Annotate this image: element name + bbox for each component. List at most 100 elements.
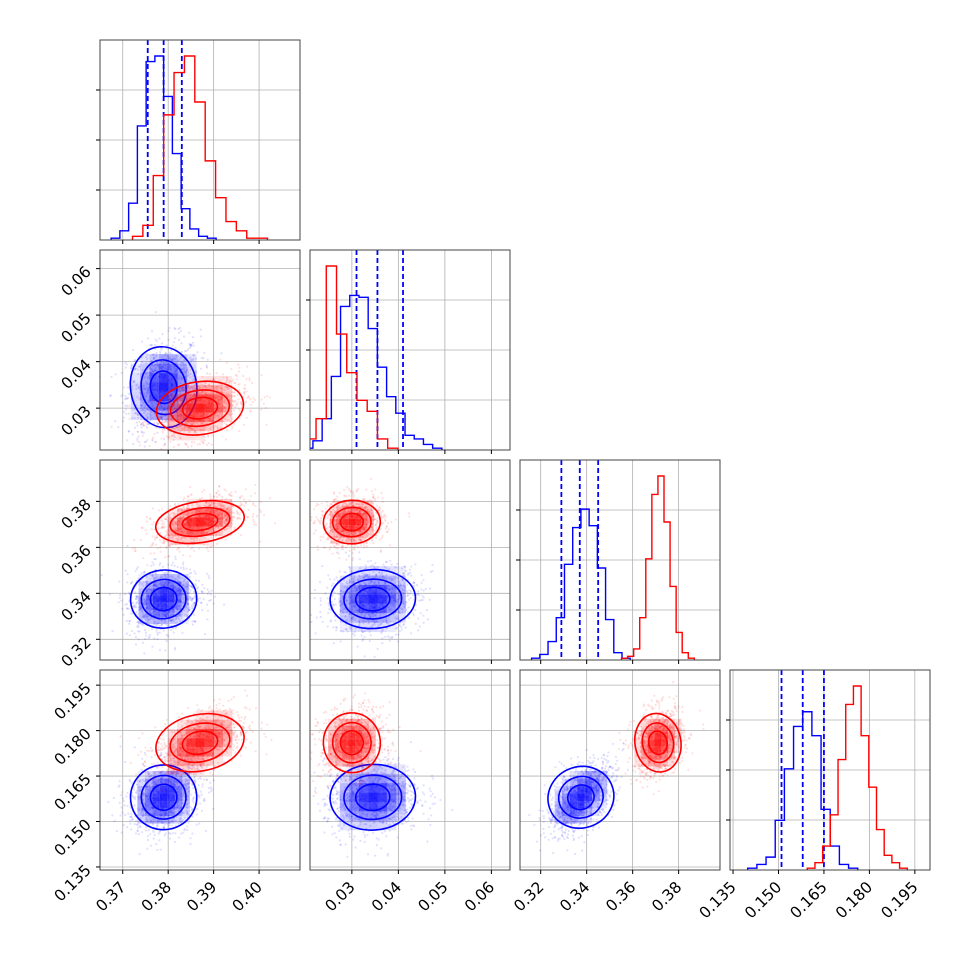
scatter-point bbox=[193, 372, 196, 375]
scatter-point bbox=[161, 409, 165, 412]
scatter-point bbox=[405, 607, 408, 611]
scatter-point bbox=[223, 505, 226, 508]
scatter-point bbox=[348, 612, 351, 615]
density-cell bbox=[160, 609, 168, 617]
scatter-point bbox=[170, 418, 173, 422]
scatter-point bbox=[182, 602, 185, 605]
density-cell bbox=[130, 382, 141, 392]
scatter-point bbox=[373, 621, 376, 624]
scatter-point bbox=[172, 434, 175, 437]
scatter-point bbox=[154, 425, 157, 428]
scatter-point bbox=[142, 431, 146, 434]
scatter-point bbox=[346, 586, 349, 589]
scatter-point bbox=[338, 513, 341, 516]
scatter-point bbox=[146, 382, 149, 386]
scatter-point bbox=[353, 618, 357, 621]
scatter-point bbox=[169, 401, 172, 404]
scatter-point bbox=[418, 599, 421, 602]
scatter-point bbox=[361, 619, 364, 623]
scatter-point bbox=[126, 573, 129, 576]
density-cell bbox=[130, 391, 141, 402]
scatter-point bbox=[190, 343, 193, 347]
scatter-point bbox=[184, 421, 187, 424]
scatter-point bbox=[172, 426, 175, 430]
scatter-point bbox=[132, 605, 135, 608]
density-cell bbox=[223, 403, 233, 413]
scatter-point bbox=[339, 599, 342, 602]
density-cell bbox=[167, 609, 175, 617]
scatter-point bbox=[183, 609, 186, 612]
scatter-point bbox=[154, 388, 157, 391]
scatter-point bbox=[172, 513, 176, 516]
scatter-point bbox=[364, 564, 367, 567]
scatter-point bbox=[189, 571, 193, 574]
density-cell bbox=[223, 517, 233, 527]
scatter-point bbox=[360, 634, 363, 637]
scatter-point bbox=[229, 402, 232, 405]
scatter-point bbox=[126, 397, 129, 400]
scatter-point bbox=[352, 604, 355, 607]
scatter-point bbox=[234, 382, 237, 385]
scatter-point bbox=[193, 570, 196, 573]
scatter-point bbox=[161, 431, 164, 434]
scatter-point bbox=[158, 415, 161, 419]
density-cell bbox=[204, 421, 214, 432]
scatter-point bbox=[147, 618, 150, 621]
scatter-point bbox=[362, 575, 365, 579]
density-cell bbox=[339, 575, 350, 585]
scatter-point bbox=[186, 544, 189, 547]
scatter-point bbox=[182, 359, 186, 362]
scatter-point bbox=[187, 431, 190, 434]
scatter-point bbox=[259, 510, 263, 514]
scatter-point bbox=[217, 526, 220, 529]
scatter-point bbox=[385, 618, 388, 622]
scatter-point bbox=[186, 389, 189, 392]
scatter-point bbox=[245, 390, 248, 393]
scatter-point bbox=[164, 573, 167, 576]
scatter-point bbox=[152, 541, 155, 545]
scatter-point bbox=[426, 618, 429, 621]
scatter-point bbox=[342, 606, 346, 609]
scatter-point bbox=[155, 575, 159, 578]
scatter-point bbox=[189, 555, 192, 558]
scatter-point bbox=[162, 572, 165, 575]
scatter-point bbox=[137, 621, 140, 624]
scatter-point bbox=[136, 437, 139, 440]
density-cell bbox=[138, 609, 146, 617]
scatter-point bbox=[144, 388, 147, 391]
scatter-point bbox=[151, 627, 154, 630]
scatter-point bbox=[341, 601, 344, 604]
scatter-point bbox=[175, 586, 178, 589]
scatter-point bbox=[223, 521, 226, 524]
panel-frame bbox=[99, 249, 301, 451]
scatter-point bbox=[185, 371, 188, 374]
scatter-point bbox=[127, 412, 131, 415]
scatter-point bbox=[164, 525, 167, 528]
scatter-point bbox=[176, 360, 180, 363]
scatter-point bbox=[223, 417, 226, 420]
scatter-point bbox=[370, 581, 373, 584]
scatter-point bbox=[152, 422, 156, 425]
scatter-point bbox=[161, 417, 164, 421]
scatter-point bbox=[139, 607, 142, 610]
scatter-point bbox=[141, 611, 144, 614]
scatter-point bbox=[228, 493, 231, 496]
scatter-point bbox=[149, 517, 152, 520]
scatter-point bbox=[177, 331, 181, 334]
scatter-point bbox=[186, 504, 189, 507]
scatter-point bbox=[334, 524, 337, 527]
scatter-point bbox=[162, 361, 165, 364]
scatter-point bbox=[174, 555, 177, 558]
scatter-point bbox=[375, 620, 378, 623]
scatter-point bbox=[338, 613, 341, 616]
scatter-point bbox=[147, 375, 150, 378]
scatter-point bbox=[140, 582, 143, 585]
scatter-point bbox=[185, 349, 188, 353]
scatter-point bbox=[186, 514, 190, 517]
scatter-point bbox=[219, 504, 223, 507]
scatter-point bbox=[243, 383, 247, 387]
scatter-point bbox=[191, 336, 195, 339]
scatter-point bbox=[211, 392, 214, 395]
scatter-point bbox=[164, 418, 168, 422]
scatter-point bbox=[225, 515, 228, 518]
